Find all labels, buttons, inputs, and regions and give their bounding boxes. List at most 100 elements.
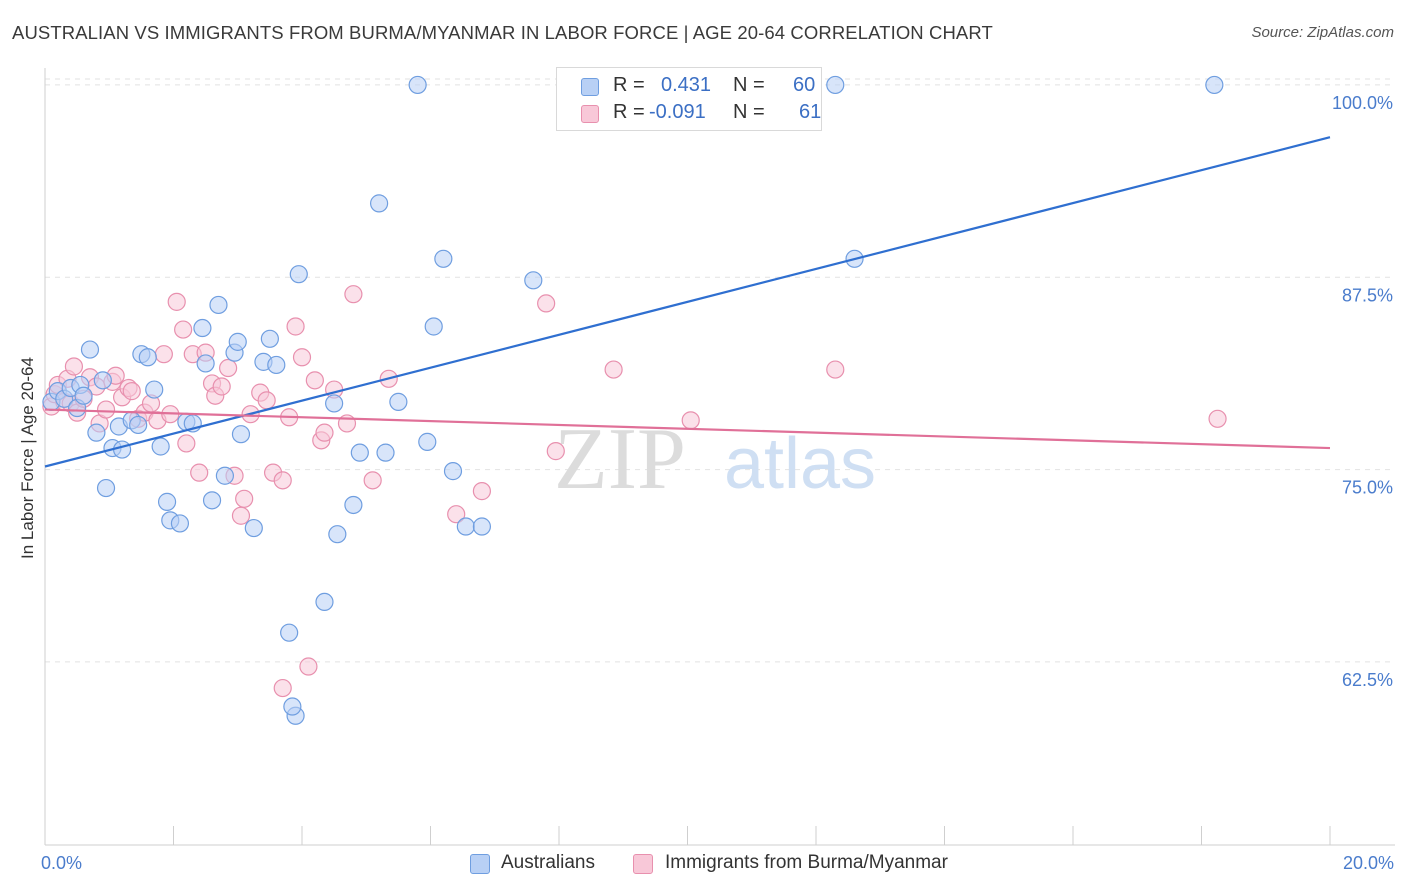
point-burma xyxy=(447,505,466,524)
point-burma xyxy=(826,360,845,379)
point-burma xyxy=(286,317,305,336)
point-burma xyxy=(546,442,565,461)
r-label: R = xyxy=(613,74,645,96)
point-australians xyxy=(193,318,212,338)
point-burma xyxy=(122,382,141,401)
x-tick-label: 0.0% xyxy=(41,853,82,873)
point-burma xyxy=(305,371,324,390)
point-burma xyxy=(273,678,292,698)
axes xyxy=(44,68,1395,846)
point-australians xyxy=(376,443,395,462)
point-australians xyxy=(112,440,132,459)
point-burma xyxy=(537,294,556,313)
n-value: 60 xyxy=(793,74,816,96)
point-burma xyxy=(257,391,276,410)
gridlines xyxy=(45,78,1395,663)
point-burma xyxy=(273,471,292,490)
point-australians xyxy=(1205,75,1224,95)
point-australians xyxy=(129,415,148,435)
point-burma xyxy=(315,423,334,442)
legend-swatch-blue xyxy=(581,78,599,96)
point-australians xyxy=(157,492,177,511)
legend-swatch-pink xyxy=(581,105,599,123)
y-tick-label: 62.5% xyxy=(1342,670,1393,690)
trend-australians xyxy=(44,136,1331,468)
point-australians xyxy=(145,380,164,399)
source-note: Source: ZipAtlas.com xyxy=(1251,24,1394,41)
x-tick-labels: 0.0% 20.0% xyxy=(41,853,1394,873)
y-tick-labels: 100.0% 87.5% 75.0% 62.5% xyxy=(1332,93,1393,690)
point-australians xyxy=(344,495,363,515)
point-burma xyxy=(604,360,623,379)
point-australians xyxy=(244,518,263,538)
legend-swatch-pink xyxy=(633,854,653,874)
point-australians xyxy=(231,425,251,444)
point-australians xyxy=(315,592,334,611)
point-australians xyxy=(289,265,308,284)
n-label: N = xyxy=(733,74,765,96)
correlation-legend: R = 0.431 N = 60 R = -0.091 N = 61 xyxy=(556,67,822,131)
point-burma xyxy=(219,358,238,378)
point-australians xyxy=(215,466,234,485)
point-australians xyxy=(283,697,302,716)
y-axis-label: In Labor Force | Age 20-64 xyxy=(18,357,37,559)
x-tick-label: 20.0% xyxy=(1343,853,1394,873)
trend-lines xyxy=(44,136,1331,468)
legend-swatch-blue xyxy=(470,854,490,874)
point-burma xyxy=(344,285,363,304)
legend-label: Australians xyxy=(501,852,595,873)
point-burma xyxy=(363,471,382,490)
point-burma xyxy=(96,400,116,419)
point-australians xyxy=(196,354,215,373)
point-australians xyxy=(80,340,100,359)
point-burma xyxy=(174,320,193,339)
point-australians xyxy=(87,423,106,442)
point-australians xyxy=(267,355,286,375)
n-value: 61 xyxy=(799,101,822,123)
point-australians xyxy=(170,514,190,533)
watermark: ZIP atlas xyxy=(554,411,876,508)
r-value: -0.091 xyxy=(649,101,706,123)
r-label: R = xyxy=(613,101,645,123)
point-australians xyxy=(325,394,344,413)
point-australians xyxy=(418,432,437,451)
point-burma xyxy=(292,348,312,367)
point-australians xyxy=(138,348,157,367)
point-australians xyxy=(96,478,116,498)
point-australians xyxy=(328,525,347,544)
point-australians xyxy=(350,443,369,462)
point-australians xyxy=(472,517,491,536)
point-burma xyxy=(212,377,231,396)
point-australians xyxy=(408,75,427,95)
point-burma xyxy=(681,411,700,430)
point-burma xyxy=(231,506,251,525)
point-australians xyxy=(228,332,247,351)
series-australians-points xyxy=(42,75,1224,725)
point-australians xyxy=(424,317,443,336)
point-australians xyxy=(280,623,299,642)
point-australians xyxy=(434,249,453,268)
point-australians xyxy=(456,517,475,536)
n-label: N = xyxy=(733,101,765,123)
point-australians xyxy=(151,437,170,456)
point-burma xyxy=(235,489,254,508)
point-australians xyxy=(524,271,543,290)
point-australians xyxy=(93,371,112,390)
y-tick-label: 100.0% xyxy=(1332,93,1393,113)
point-burma xyxy=(177,434,196,453)
chart-title: AUSTRALIAN VS IMMIGRANTS FROM BURMA/MYAN… xyxy=(12,22,993,43)
point-australians xyxy=(209,295,228,315)
point-burma xyxy=(64,357,84,376)
point-australians xyxy=(389,392,408,411)
point-australians xyxy=(826,75,845,95)
point-burma xyxy=(299,657,318,676)
point-australians xyxy=(74,386,93,405)
point-burma xyxy=(1208,409,1227,428)
point-burma xyxy=(190,463,209,482)
point-australians xyxy=(370,194,389,213)
point-burma xyxy=(472,482,491,501)
watermark-atlas: atlas xyxy=(724,424,876,504)
y-tick-label: 75.0% xyxy=(1342,478,1393,498)
legend-label: Immigrants from Burma/Myanmar xyxy=(665,852,948,873)
